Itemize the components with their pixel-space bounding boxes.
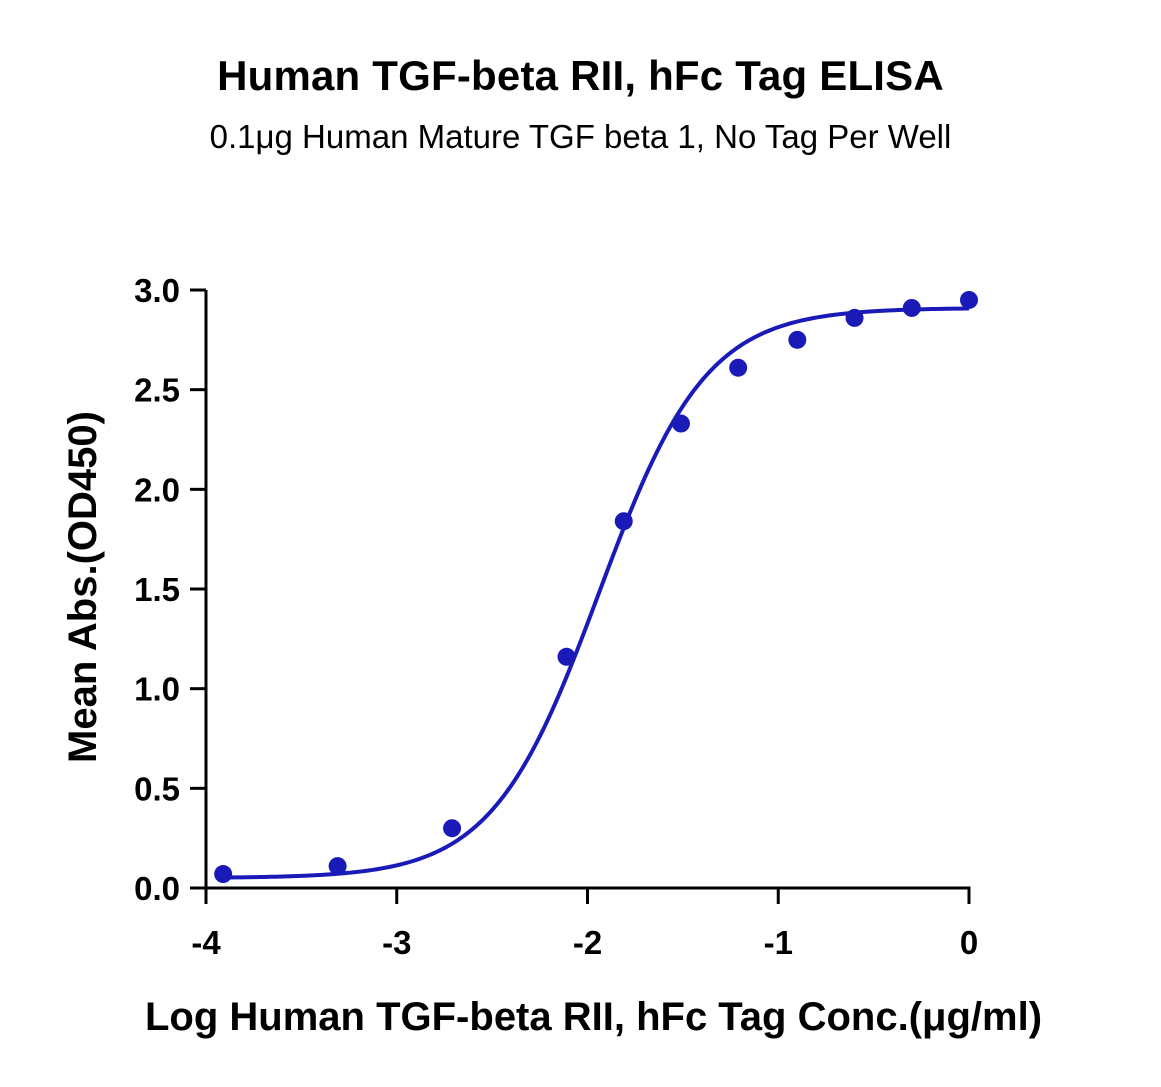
data-point xyxy=(845,308,864,327)
x-tick-label: 0 xyxy=(960,924,978,961)
data-point xyxy=(729,358,748,377)
axes xyxy=(190,288,971,904)
data-point xyxy=(902,298,921,317)
data-point xyxy=(443,819,462,838)
x-tick-label: -3 xyxy=(382,924,411,961)
x-axis-label: Log Human TGF-beta RII, hFc Tag Conc.(μg… xyxy=(145,995,1042,1039)
data-point xyxy=(614,512,633,531)
y-tick-label: 2.5 xyxy=(134,372,180,409)
data-point xyxy=(214,865,233,884)
y-tick-label: 0.5 xyxy=(134,770,180,807)
x-tick-label: -1 xyxy=(764,924,793,961)
chart-subtitle: 0.1μg Human Mature TGF beta 1, No Tag Pe… xyxy=(209,118,952,155)
data-point xyxy=(671,414,690,433)
y-axis-label: Mean Abs.(OD450) xyxy=(61,411,105,763)
axis-labels-layer: 0.0 0.5 1.0 1.5 2.0 2.5 3.0 -4 -3 -2 -1 0 Log Human … xyxy=(61,272,1042,1039)
fit-curve xyxy=(223,306,970,880)
data-point xyxy=(557,647,576,666)
y-tick-label: 1.5 xyxy=(134,571,180,608)
y-tick-label: 1.0 xyxy=(134,671,180,708)
x-tick-label: -4 xyxy=(191,924,221,961)
y-tick-label: 0.0 xyxy=(134,870,180,907)
data-point xyxy=(328,857,347,876)
fit-curve-layer xyxy=(223,306,970,880)
data-point xyxy=(788,330,807,349)
y-tick-label: 2.0 xyxy=(134,471,180,508)
chart-title: Human TGF-beta RII, hFc Tag ELISA xyxy=(217,52,944,99)
y-tick-label: 3.0 xyxy=(134,272,180,309)
data-point xyxy=(960,290,978,309)
x-tick-label: -2 xyxy=(573,924,602,961)
data-points-layer xyxy=(214,290,978,884)
